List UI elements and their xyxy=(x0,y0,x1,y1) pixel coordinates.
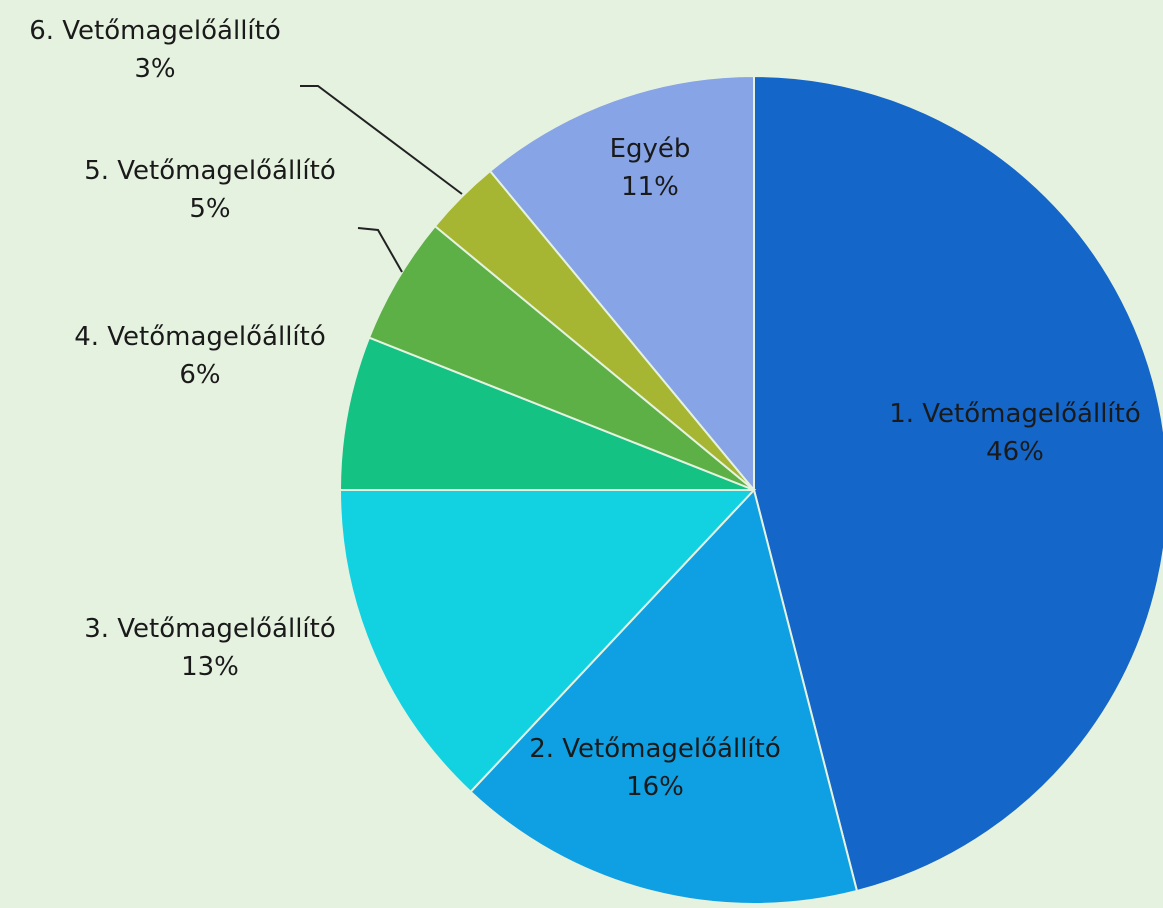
slice-label: 1. Vetőmagelőállító 46% xyxy=(885,395,1145,471)
value-label: 5% xyxy=(189,194,231,224)
slice-label: Egyéb 11% xyxy=(520,130,780,206)
category-label: 3. Vetőmagelőállító xyxy=(84,614,336,644)
leader-line xyxy=(300,85,463,195)
slice-label: 3. Vetőmagelőállító 13% xyxy=(80,610,340,686)
category-label: 1. Vetőmagelőállító xyxy=(889,399,1141,429)
slices xyxy=(338,74,1163,905)
slice-label: 4. Vetőmagelőállító 6% xyxy=(70,318,330,394)
leader-line xyxy=(357,227,403,273)
value-label: 3% xyxy=(134,54,176,84)
pie-slice xyxy=(488,74,755,493)
category-label: 6. Vetőmagelőállító xyxy=(29,16,281,46)
value-label: 6% xyxy=(179,360,221,390)
category-label: 4. Vetőmagelőállító xyxy=(74,322,326,352)
pie-slice xyxy=(338,336,755,491)
slice-label: 5. Vetőmagelőállító 5% xyxy=(80,152,340,228)
value-label: 46% xyxy=(986,437,1044,467)
pie-slice xyxy=(469,487,859,905)
slice-label: 2. Vetőmagelőállító 16% xyxy=(525,730,785,806)
value-label: 11% xyxy=(621,172,679,202)
slice-label: 6. Vetőmagelőállító 3% xyxy=(25,12,285,88)
pie-slice xyxy=(338,489,757,794)
category-label: 5. Vetőmagelőállító xyxy=(84,156,336,186)
category-label: 2. Vetőmagelőállító xyxy=(529,734,781,764)
category-label: Egyéb xyxy=(609,134,691,164)
value-label: 16% xyxy=(626,772,684,802)
value-label: 13% xyxy=(181,652,239,682)
pie-slice xyxy=(753,74,1163,893)
